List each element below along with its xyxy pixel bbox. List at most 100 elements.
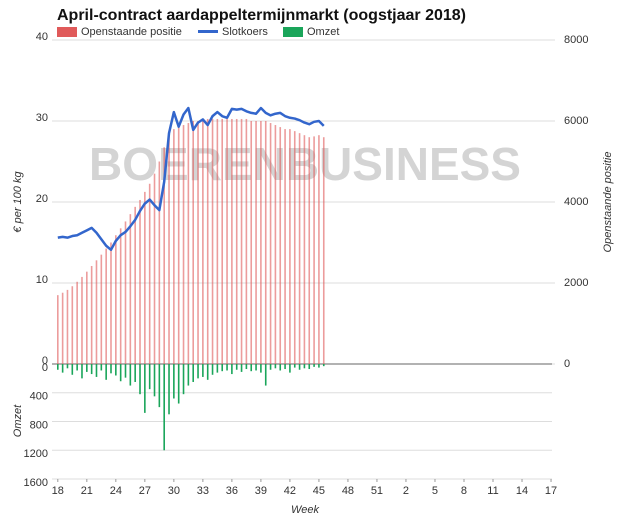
x-tick-label: 5 xyxy=(432,485,438,497)
bar xyxy=(202,118,204,364)
y-tick-label: 20 xyxy=(36,193,48,205)
legend-swatch xyxy=(57,27,77,37)
x-tick-label: 39 xyxy=(255,485,267,497)
bar xyxy=(202,364,204,377)
x-tick-label: 48 xyxy=(342,485,354,497)
bar xyxy=(231,118,233,364)
bar xyxy=(235,118,238,364)
x-tick-label: 36 xyxy=(226,485,238,497)
bar xyxy=(197,121,199,364)
bar xyxy=(57,295,59,364)
bar xyxy=(250,121,253,364)
bar xyxy=(216,364,219,373)
bar xyxy=(255,364,257,371)
y3-tick-label: 0 xyxy=(42,362,48,374)
bar xyxy=(86,271,88,364)
y3-tick-label: 400 xyxy=(30,391,48,403)
x-tick-label: 2 xyxy=(403,485,409,497)
x-tick-label: 51 xyxy=(371,485,383,497)
bar xyxy=(81,364,83,379)
bar xyxy=(115,364,117,376)
bar xyxy=(192,364,194,382)
bar xyxy=(260,121,262,364)
bar xyxy=(308,364,311,370)
legend-label: Openstaande positie xyxy=(81,26,182,38)
y-axis-title: € per 100 kg xyxy=(12,171,24,233)
bar xyxy=(274,125,277,364)
y-tick-label: 30 xyxy=(36,112,48,124)
bar xyxy=(250,364,253,372)
bar xyxy=(221,364,224,372)
x-tick-label: 14 xyxy=(516,485,528,497)
y-tick-label: 0 xyxy=(42,355,48,367)
bar xyxy=(71,286,74,364)
x-axis-title: Week xyxy=(291,504,319,516)
bar xyxy=(134,364,136,382)
y2-tick-label: 2000 xyxy=(564,277,588,289)
bar xyxy=(206,364,209,380)
bar xyxy=(124,364,127,378)
y3-axis-title: Omzet xyxy=(12,404,24,437)
bar xyxy=(182,364,185,395)
bar xyxy=(235,364,238,370)
bar xyxy=(298,364,301,370)
bar xyxy=(322,364,325,367)
legend-swatch xyxy=(283,27,303,37)
bar xyxy=(90,364,93,375)
line xyxy=(57,106,325,252)
y3-tick-label: 1200 xyxy=(24,448,48,460)
bar xyxy=(76,364,78,371)
x-tick-label: 27 xyxy=(139,485,151,497)
y-tick-label: 10 xyxy=(36,274,48,286)
bar xyxy=(264,364,267,386)
x-tick-label: 18 xyxy=(52,485,64,497)
bar xyxy=(105,248,107,364)
bar xyxy=(293,131,296,364)
bar xyxy=(187,123,190,365)
bar xyxy=(177,364,180,404)
bar xyxy=(168,135,170,364)
bar xyxy=(318,364,320,368)
bar xyxy=(163,364,165,451)
bar xyxy=(255,121,257,364)
bar xyxy=(240,364,243,372)
bar xyxy=(66,289,69,364)
bar xyxy=(279,364,282,371)
bar xyxy=(81,276,83,364)
bar xyxy=(231,364,233,375)
bar xyxy=(119,364,122,382)
bar xyxy=(293,364,296,368)
bar xyxy=(100,364,103,371)
bar xyxy=(221,118,224,364)
chart-title: April-contract aardappeltermijnmarkt (oo… xyxy=(57,7,466,24)
bar xyxy=(284,129,286,364)
legend-label: Slotkoers xyxy=(222,26,268,38)
bar xyxy=(129,364,132,386)
legend-swatch xyxy=(198,30,218,33)
bar xyxy=(119,228,122,364)
bar xyxy=(177,127,180,364)
bar xyxy=(57,364,59,370)
x-tick-label: 17 xyxy=(545,485,557,497)
bar xyxy=(318,135,320,364)
bar xyxy=(148,364,151,390)
bar xyxy=(298,133,301,364)
bar xyxy=(206,118,209,364)
bar xyxy=(303,135,306,364)
bar xyxy=(308,137,311,364)
bar xyxy=(226,118,228,364)
bar xyxy=(322,137,325,364)
bar xyxy=(245,364,248,370)
bar xyxy=(269,364,272,370)
legend-label: Omzet xyxy=(307,26,339,38)
bar xyxy=(168,364,170,415)
bar xyxy=(129,214,132,364)
bar xyxy=(211,364,214,375)
y2-tick-label: 4000 xyxy=(564,196,588,208)
y3-tick-label: 800 xyxy=(30,419,48,431)
x-tick-label: 21 xyxy=(81,485,93,497)
bar xyxy=(153,364,156,397)
bar xyxy=(240,118,243,364)
x-tick-label: 30 xyxy=(168,485,180,497)
